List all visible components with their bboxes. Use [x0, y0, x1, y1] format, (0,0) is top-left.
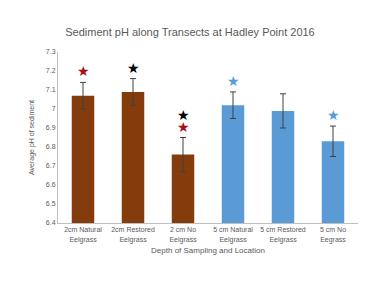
svg-text:7.1: 7.1: [46, 86, 56, 93]
svg-text:7.2: 7.2: [46, 67, 56, 74]
svg-text:6.5: 6.5: [46, 200, 56, 207]
svg-text:6.4: 6.4: [46, 219, 56, 226]
svg-text:Sediment pH along Transects at: Sediment pH along Transects at Hadley Po…: [65, 26, 314, 38]
svg-text:2cm NaturalEelgrass: 2cm NaturalEelgrass: [64, 226, 102, 243]
svg-text:Depth of Sampling and Location: Depth of Sampling and Location: [151, 246, 265, 255]
svg-text:★: ★: [227, 73, 240, 89]
svg-text:7.3: 7.3: [46, 48, 56, 55]
svg-text:★: ★: [127, 60, 140, 76]
svg-text:★: ★: [177, 119, 190, 135]
svg-text:★: ★: [77, 63, 90, 79]
svg-text:★: ★: [327, 107, 340, 123]
svg-text:5 cm NoEegrass: 5 cm NoEegrass: [320, 226, 346, 243]
svg-text:5 cm NaturalEelgrass: 5 cm NaturalEelgrass: [213, 226, 253, 243]
svg-text:Average pH of sediment: Average pH of sediment: [28, 100, 36, 175]
svg-text:6.7: 6.7: [46, 162, 56, 169]
svg-text:6.9: 6.9: [46, 124, 56, 131]
svg-text:2cm RestoredEelgrass: 2cm RestoredEelgrass: [111, 226, 155, 243]
svg-text:7: 7: [52, 105, 56, 112]
svg-text:6.6: 6.6: [46, 181, 56, 188]
svg-text:6.8: 6.8: [46, 143, 56, 150]
svg-text:★: ★: [177, 107, 190, 123]
svg-text:5 cm RestoredEelgrass: 5 cm RestoredEelgrass: [260, 226, 306, 243]
svg-text:2 cm NoEelgrass: 2 cm NoEelgrass: [169, 226, 197, 243]
